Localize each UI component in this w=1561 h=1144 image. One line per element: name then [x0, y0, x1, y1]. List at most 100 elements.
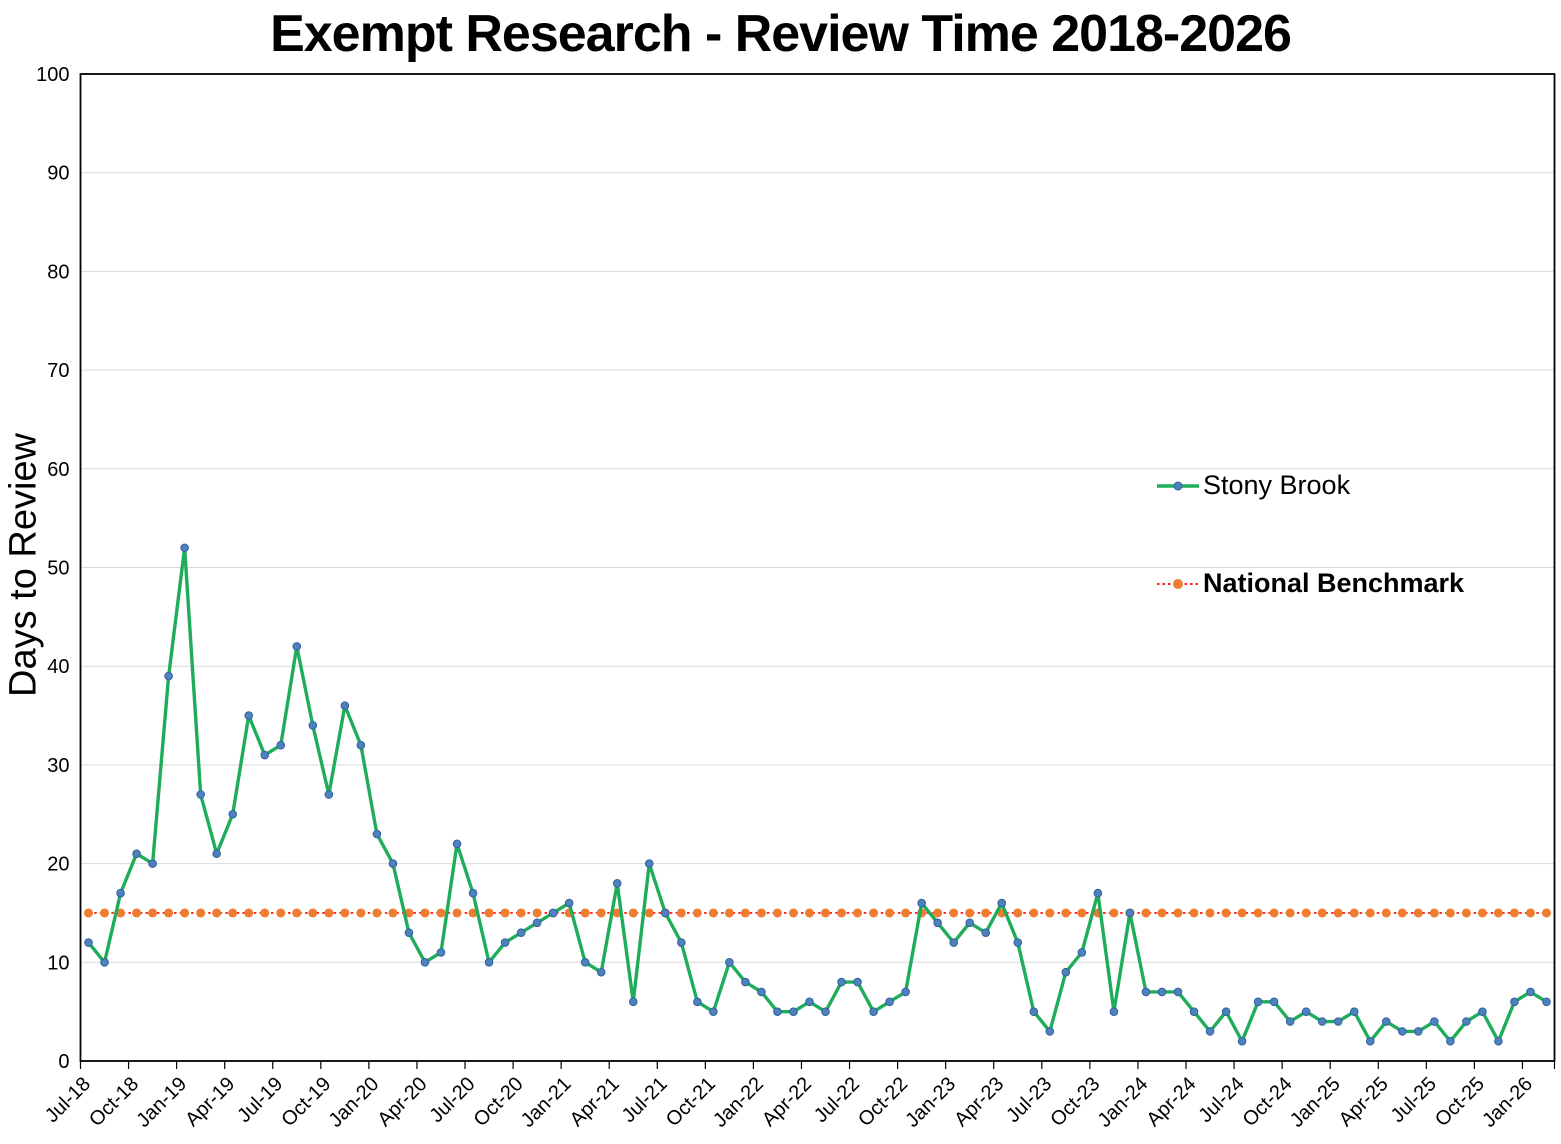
national-benchmark-marker — [1349, 908, 1359, 918]
national-benchmark-marker — [292, 908, 302, 918]
x-tick-label: Oct-21 — [662, 1073, 720, 1131]
data-point-marker — [981, 928, 991, 937]
data-point-marker — [372, 829, 382, 839]
x-tick-label: Apr-21 — [566, 1073, 624, 1131]
data-point-marker — [308, 721, 318, 730]
data-point-marker — [773, 1007, 782, 1016]
data-point-marker — [709, 1007, 718, 1016]
x-tick-label: Oct-24 — [1239, 1073, 1297, 1131]
x-tick-label: Jul-18 — [41, 1073, 95, 1127]
national-benchmark-marker — [1205, 908, 1215, 918]
data-point-marker — [1173, 987, 1183, 997]
data-point-marker — [853, 977, 862, 987]
x-tick-label: Apr-24 — [1143, 1073, 1201, 1131]
data-point-marker — [100, 958, 109, 967]
data-point-marker — [1093, 888, 1103, 898]
data-point-marker — [677, 938, 686, 947]
national-benchmark-marker — [676, 908, 686, 918]
data-point-marker — [1029, 1007, 1039, 1016]
national-benchmark-marker — [692, 908, 702, 918]
national-benchmark-marker — [516, 908, 526, 918]
national-benchmark-marker — [885, 908, 895, 918]
data-point-marker — [564, 898, 574, 908]
x-tick-label: Apr-22 — [758, 1073, 816, 1131]
data-point-marker — [628, 997, 638, 1007]
data-point-marker — [84, 938, 93, 947]
national-benchmark-marker — [756, 908, 766, 918]
x-tick-label: Jan-23 — [901, 1073, 960, 1132]
national-benchmark-marker — [1029, 908, 1039, 918]
data-point-marker — [164, 671, 173, 681]
x-tick-label: Jul-24 — [1195, 1073, 1249, 1127]
national-benchmark-marker — [1237, 908, 1247, 918]
data-point-marker — [837, 977, 846, 987]
data-point-marker — [548, 908, 558, 918]
x-tick-label: Jul-19 — [233, 1073, 287, 1127]
national-benchmark-marker — [1253, 908, 1263, 918]
national-benchmark-marker — [212, 908, 222, 918]
data-point-marker — [388, 859, 398, 868]
national-benchmark-marker — [1141, 908, 1151, 918]
x-tick-label: Jul-25 — [1387, 1073, 1441, 1127]
national-benchmark-marker — [1429, 908, 1439, 918]
data-point-marker — [1349, 1007, 1359, 1016]
data-point-marker — [180, 543, 189, 553]
x-tick-label: Oct-25 — [1431, 1073, 1489, 1131]
x-tick-label: Jul-21 — [618, 1073, 672, 1127]
x-tick-label: Oct-23 — [1046, 1073, 1104, 1131]
national-benchmark-marker — [1541, 908, 1551, 918]
national-benchmark-marker — [1461, 908, 1471, 918]
data-point-marker — [356, 740, 366, 750]
x-tick-label: Jan-21 — [517, 1073, 576, 1132]
data-point-marker — [452, 839, 462, 849]
x-tick-label: Apr-20 — [373, 1073, 431, 1131]
national-benchmark-marker — [965, 908, 975, 918]
y-tick-label: 70 — [47, 360, 69, 382]
national-benchmark-marker — [452, 908, 462, 918]
data-point-marker — [1077, 948, 1087, 957]
national-benchmark-marker — [708, 908, 718, 918]
national-benchmark-marker — [468, 908, 478, 918]
data-point-marker — [1285, 1017, 1295, 1026]
national-benchmark-marker — [148, 908, 158, 918]
national-benchmark-marker — [1285, 908, 1295, 918]
national-benchmark-marker — [244, 908, 254, 918]
national-benchmark-marker — [1509, 908, 1519, 918]
national-benchmark-marker — [532, 908, 542, 918]
data-point-marker — [1333, 1017, 1343, 1026]
data-point-marker — [805, 997, 814, 1007]
data-point-marker — [917, 898, 926, 908]
data-point-marker — [821, 1007, 830, 1016]
data-point-marker — [1542, 997, 1551, 1007]
data-point-marker — [1478, 1007, 1487, 1016]
x-tick-label: Jul-22 — [810, 1073, 864, 1127]
national-benchmark-marker — [1381, 908, 1391, 918]
national-benchmark-marker — [804, 908, 814, 918]
data-point-marker — [1253, 997, 1263, 1007]
national-benchmark-marker — [869, 908, 879, 918]
national-benchmark-marker — [628, 908, 638, 918]
data-point-marker — [789, 1007, 798, 1016]
plot-border — [79, 73, 1556, 1062]
national-benchmark-marker — [1493, 908, 1503, 918]
data-point-marker — [404, 928, 414, 937]
data-point-marker — [292, 642, 302, 651]
data-point-marker — [725, 958, 734, 967]
legend-label-stony-brook: Stony Brook — [1203, 470, 1351, 500]
data-point-marker — [1141, 987, 1151, 997]
y-tick-label: 60 — [47, 459, 69, 481]
data-point-marker — [1365, 1036, 1375, 1046]
national-benchmark-marker — [420, 908, 430, 918]
national-benchmark-marker — [740, 908, 750, 918]
data-point-marker — [949, 938, 958, 947]
x-tick-label: Apr-19 — [181, 1073, 239, 1131]
data-point-marker — [1430, 1017, 1439, 1026]
national-benchmark-marker — [1045, 908, 1055, 918]
data-point-marker — [148, 859, 157, 868]
data-point-marker — [1045, 1027, 1055, 1036]
data-point-marker — [260, 750, 270, 760]
data-point-marker — [660, 908, 670, 918]
data-point-marker — [436, 948, 446, 957]
x-tick-label: Oct-19 — [277, 1073, 335, 1131]
